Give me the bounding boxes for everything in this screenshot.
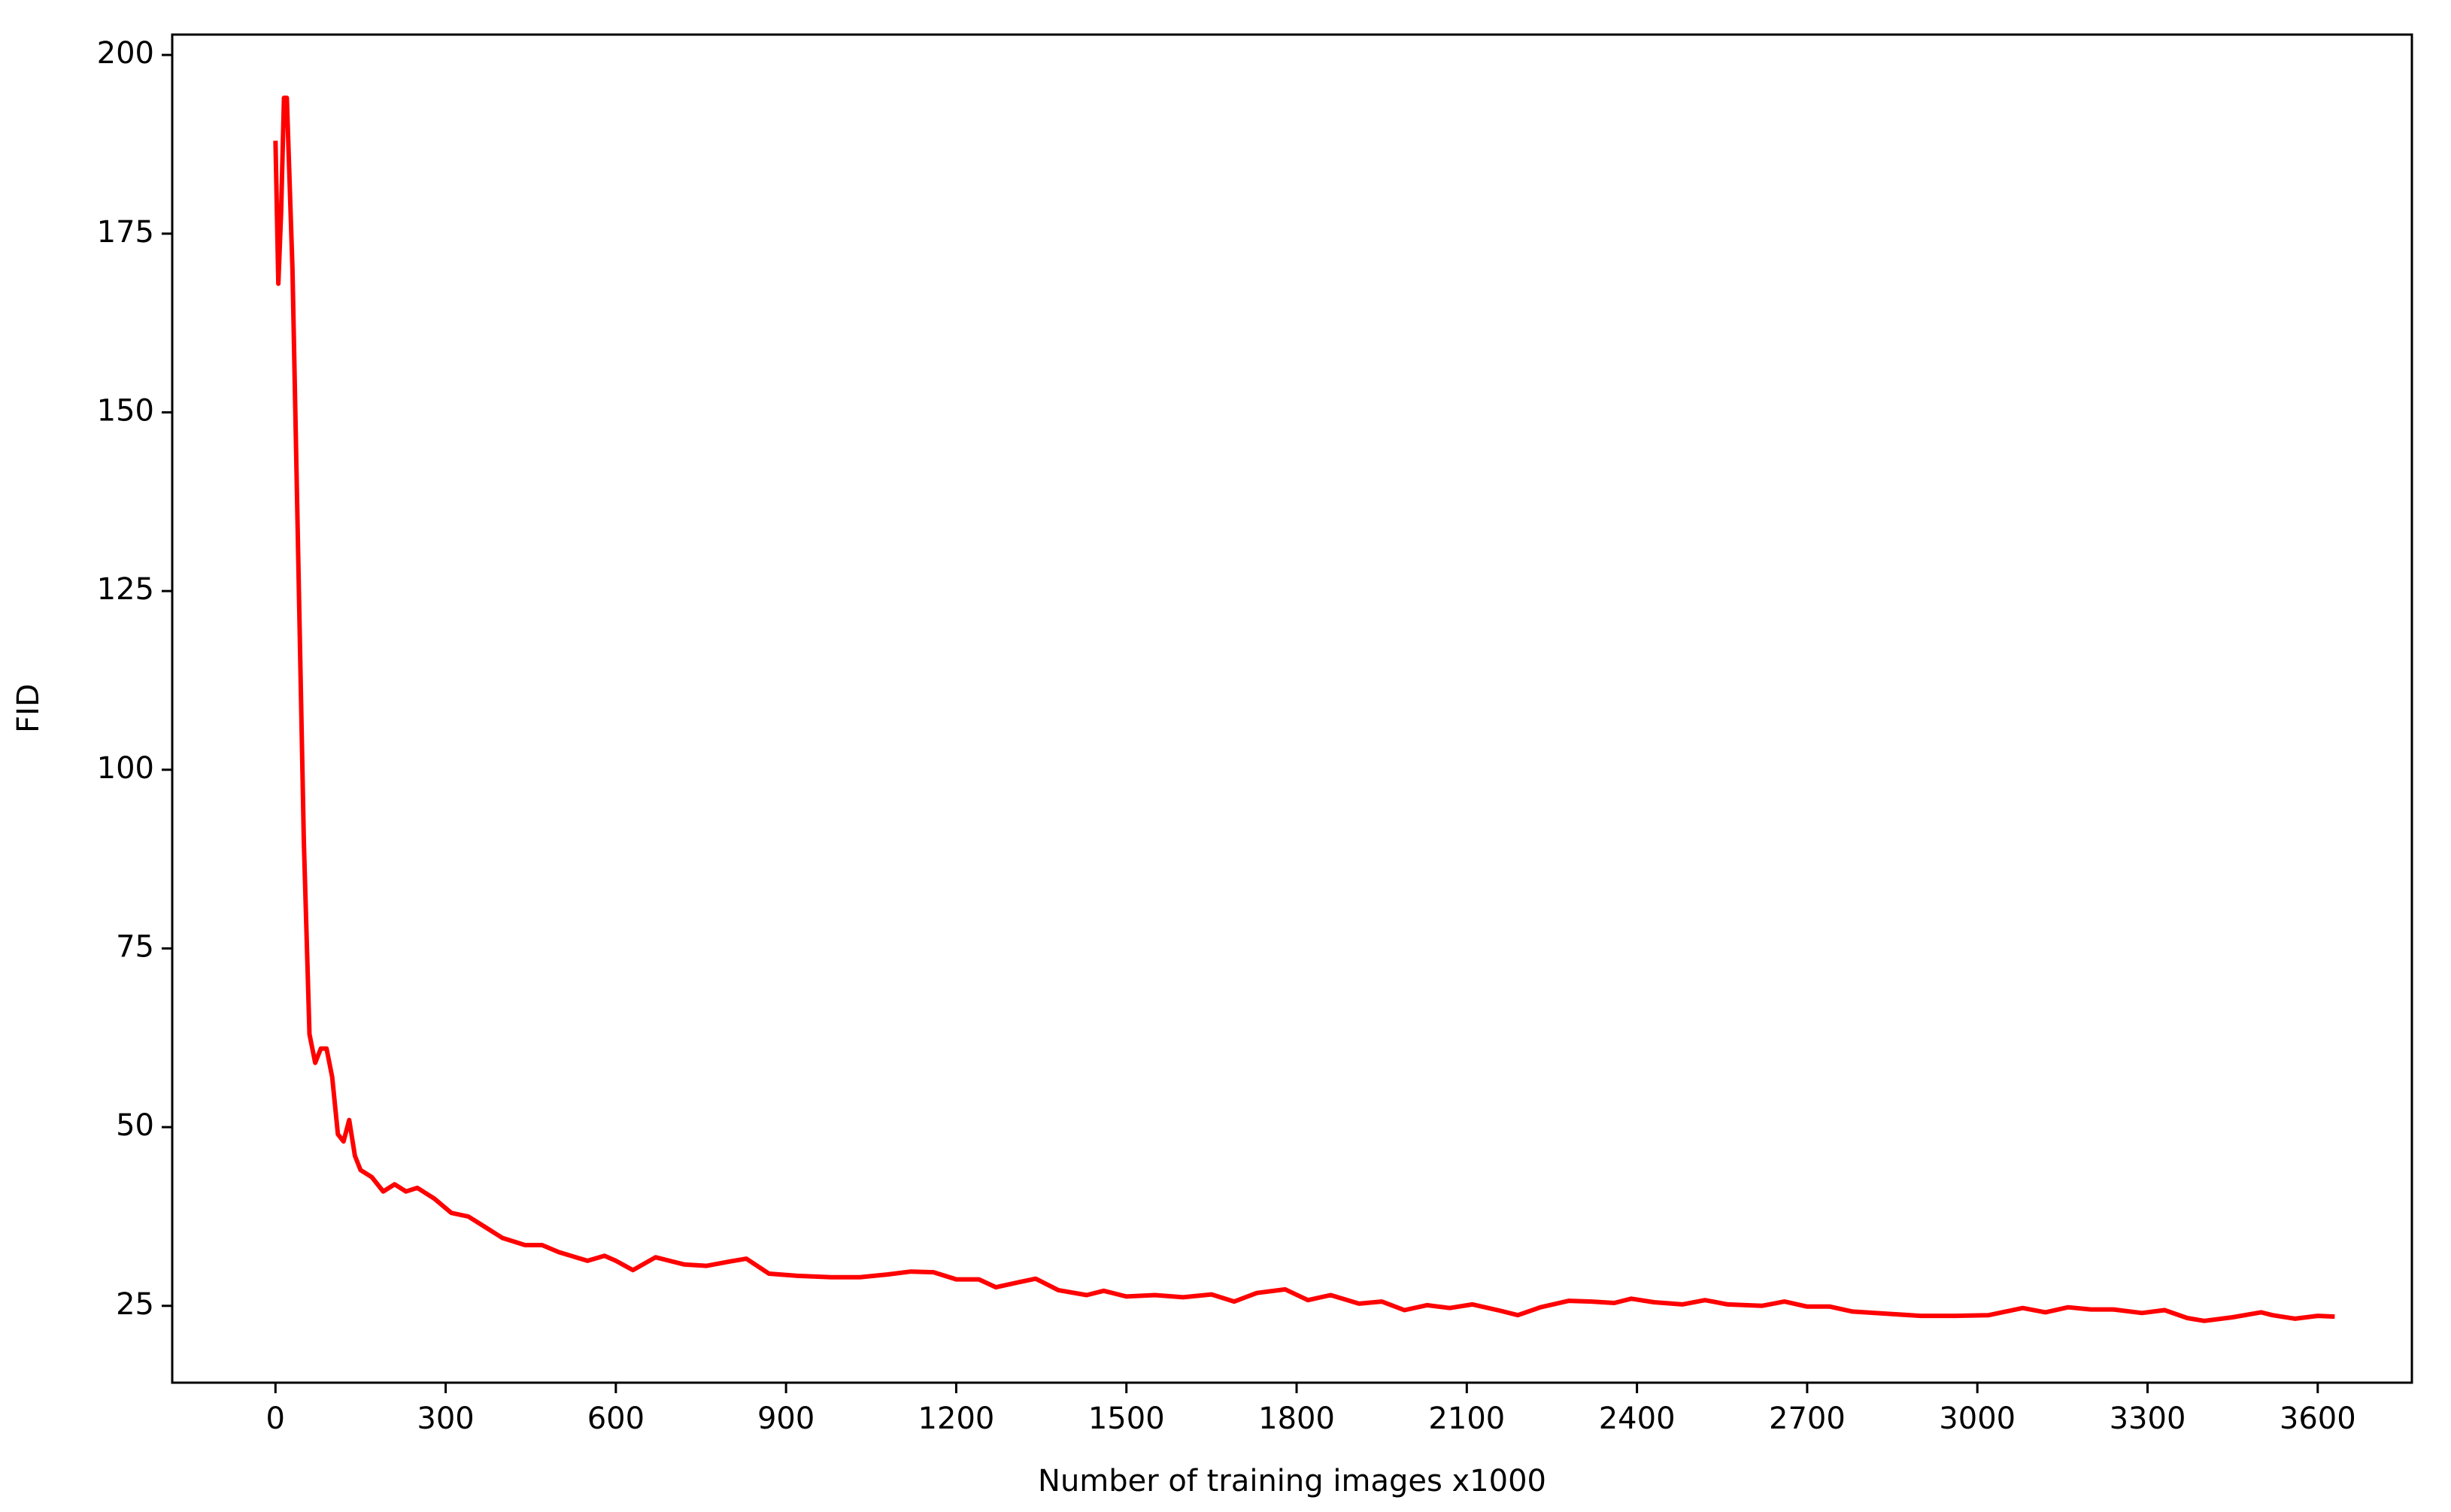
- y-tick-label: 75: [116, 929, 154, 964]
- data-line: [273, 95, 2335, 1323]
- x-tick-label: 2400: [1599, 1401, 1676, 1436]
- x-tick-label: 900: [757, 1401, 814, 1436]
- x-tick-label: 2100: [1428, 1401, 1505, 1436]
- x-tick-label: 2700: [1769, 1401, 1846, 1436]
- x-tick-label: 1200: [918, 1401, 995, 1436]
- y-axis-label: FID: [11, 683, 46, 733]
- y-tick-label: 150: [97, 393, 154, 428]
- x-tick-label: 3300: [2110, 1401, 2186, 1436]
- x-tick-label: 0: [266, 1401, 285, 1436]
- plot-frame: [171, 33, 2413, 1384]
- y-tick-label: 125: [97, 572, 154, 607]
- y-tick-label: 100: [97, 751, 154, 786]
- x-tick-label: 3600: [2280, 1401, 2356, 1436]
- x-tick-label: 1500: [1088, 1401, 1165, 1436]
- x-tick-label: 300: [417, 1401, 474, 1436]
- y-tick-label: 175: [97, 215, 154, 250]
- y-tick-label: 50: [116, 1108, 154, 1143]
- x-tick-label: 600: [587, 1401, 645, 1436]
- y-tick-label: 200: [97, 36, 154, 71]
- x-tick-label: 3000: [1939, 1401, 2016, 1436]
- x-tick-label: 1800: [1258, 1401, 1335, 1436]
- y-tick-label: 25: [116, 1287, 154, 1322]
- x-axis-label: Number of training images x1000: [1038, 1464, 1546, 1498]
